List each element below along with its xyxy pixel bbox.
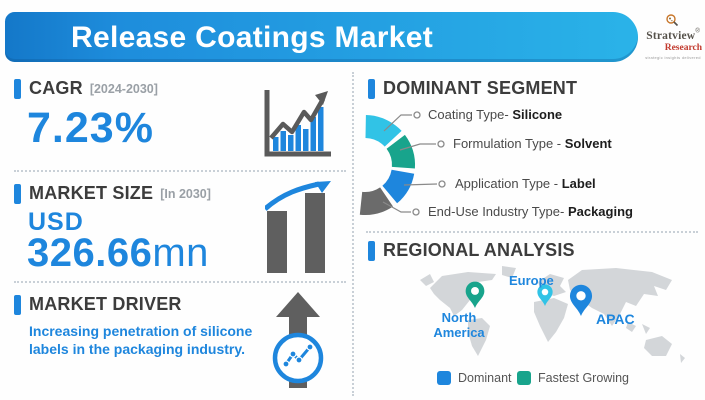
legend-label-dominant: Dominant [458, 371, 512, 385]
brand-tagline: strategic insights delivered [645, 54, 701, 60]
page-title: Release Coatings Market [71, 21, 434, 54]
market-size-value-row: 326.66mn [27, 231, 209, 276]
growth-arrow-chart-icon [272, 292, 324, 388]
title-banner: Release Coatings Market [5, 12, 638, 62]
segment-row-enduse: End-Use Industry Type- Packaging [428, 204, 633, 219]
accent-bar-icon [14, 294, 21, 315]
legend-swatch-fastest-growing-icon [517, 371, 531, 385]
legend-label-fastest-growing: Fastest Growing [538, 371, 630, 385]
rising-bars-arrow-icon [265, 181, 331, 273]
section-market-size-header: MARKET SIZE [In 2030] [14, 183, 211, 204]
segment-row-coating: Coating Type- Silicone [428, 107, 562, 122]
magnifier-icon [666, 14, 679, 27]
market-size-unit: mn [152, 231, 209, 275]
dominant-segment-heading: DOMINANT SEGMENT [383, 78, 578, 98]
segment-value: Solvent [564, 136, 612, 151]
brand-division: Research [664, 43, 702, 53]
market-driver-line1: Increasing penetration of silicone [29, 323, 253, 339]
segment-row-application: Application Type - Label [455, 176, 596, 191]
section-regional-header: REGIONAL ANALYSIS [368, 240, 575, 261]
registered-mark: ® [695, 28, 700, 35]
section-cagr-header: CAGR [2024-2030] [14, 78, 158, 99]
market-size-heading: MARKET SIZE [29, 183, 154, 203]
pin-apac-icon [569, 284, 593, 316]
section-dominant-segment-header: DOMINANT SEGMENT [368, 78, 577, 99]
cagr-value: 7.23% [27, 104, 154, 152]
section-market-driver-header: MARKET DRIVER [14, 294, 182, 315]
world-map [420, 266, 685, 363]
donut-chart [359, 111, 446, 216]
segment-row-formulation: Formulation Type - Solvent [453, 136, 612, 151]
region-label-apac: APAC [596, 311, 635, 327]
legend-item-fastest-growing: Fastest Growing [517, 371, 629, 385]
segment-label: Application Type - [455, 176, 562, 191]
accent-bar-icon [14, 183, 21, 204]
brand-name: Stratview [646, 30, 696, 42]
segment-value: Packaging [567, 204, 633, 219]
region-label-europe: Europe [509, 273, 554, 288]
legend-item-dominant: Dominant [437, 371, 512, 385]
separator [14, 281, 346, 283]
brand-logo: Stratview® Research strategic insights d… [642, 14, 704, 60]
market-driver-text: Increasing penetration of silicone label… [29, 322, 279, 358]
regional-heading: REGIONAL ANALYSIS [383, 240, 575, 260]
cagr-heading: CAGR [29, 78, 83, 98]
separator [366, 231, 698, 233]
market-size-currency: USD [28, 208, 84, 236]
segment-value: Silicone [512, 107, 563, 122]
separator [14, 170, 346, 172]
accent-bar-icon [368, 240, 375, 261]
accent-bar-icon [368, 78, 375, 99]
segment-label: Formulation Type - [453, 136, 565, 151]
column-divider [352, 72, 354, 396]
accent-bar-icon [14, 78, 21, 99]
market-driver-line2: labels in the packaging industry. [29, 341, 246, 358]
pin-north-america-icon [465, 281, 485, 308]
bar-chart-growth-icon [264, 90, 331, 157]
pin-europe-icon [537, 284, 553, 306]
cagr-period: [2024-2030] [89, 81, 158, 96]
segment-label: End-Use Industry Type- [428, 204, 568, 219]
segment-label: Coating Type- [428, 107, 513, 122]
region-label-north-america: North America [433, 310, 485, 340]
market-size-value: 326.66 [27, 231, 153, 275]
market-driver-heading: MARKET DRIVER [29, 294, 182, 314]
segment-value: Label [561, 176, 596, 191]
legend-swatch-dominant-icon [437, 371, 451, 385]
market-size-period: [In 2030] [160, 186, 211, 201]
